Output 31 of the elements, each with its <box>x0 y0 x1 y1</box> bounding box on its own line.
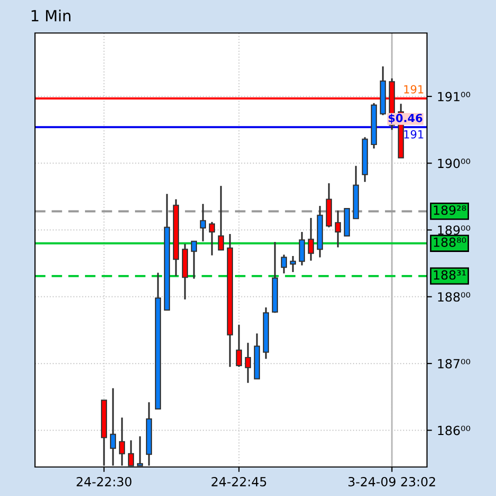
y-tick-label: 191⁰⁰ <box>438 92 470 102</box>
y-tick-label: 188⁰⁰ <box>438 292 470 302</box>
y-tick-label: 190⁰⁰ <box>438 158 470 168</box>
y-tick-label: 187⁰⁰ <box>438 358 470 368</box>
candlestick <box>244 342 251 384</box>
ref-line-label: 188³¹ <box>434 270 466 280</box>
ref-line-label: 189²⁸ <box>434 205 466 215</box>
candlestick <box>280 254 287 274</box>
ref-line-label: 188⁸⁰ <box>434 237 466 247</box>
candlestick <box>110 387 116 466</box>
x-tick-label: 24-22:30 <box>76 476 132 486</box>
candlestick <box>208 221 215 256</box>
ref-line-label: 191 <box>404 130 424 139</box>
candlestick <box>190 240 198 280</box>
x-tick-label: 24-22:45 <box>212 476 266 486</box>
candlestick <box>128 439 134 466</box>
candlestick <box>236 324 242 368</box>
candlestick <box>136 435 144 466</box>
candlestick <box>334 210 341 248</box>
candlestick <box>290 255 296 273</box>
ref-line-label: 191 <box>404 85 424 94</box>
candlestick <box>118 416 126 466</box>
candlestick <box>218 185 224 251</box>
x-tick-label: 3-24-09 23:02 <box>348 476 436 486</box>
chart-title: 1 Min <box>32 10 70 22</box>
y-tick-label: 186⁰⁰ <box>438 426 470 436</box>
candlestick <box>200 203 206 242</box>
candlestick <box>308 217 314 262</box>
annotation: $0.46 <box>388 114 422 124</box>
candlestick <box>298 231 305 266</box>
y-tick-label: 189⁰⁰ <box>438 225 470 235</box>
